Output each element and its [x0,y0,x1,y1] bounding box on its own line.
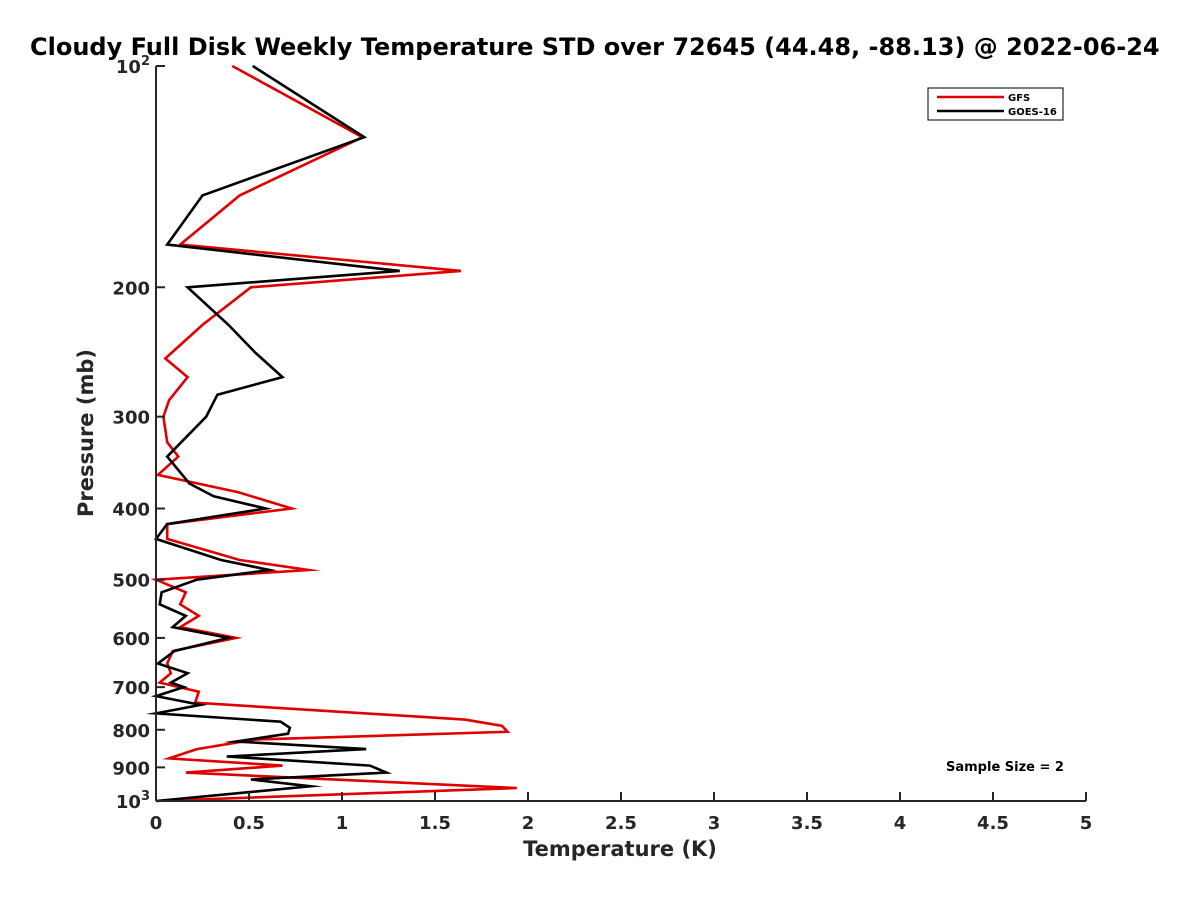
y-tick-label: 800 [112,721,150,742]
y-tick-label: 300 [112,408,150,429]
x-tick-label: 2 [522,813,535,834]
x-tick-label: 3 [708,813,721,834]
y-tick-label: 900 [112,758,150,779]
x-tick-label: 2.5 [605,813,637,834]
y-tick-label: 500 [112,571,150,592]
y-tick-label: 600 [112,629,150,650]
series-line-goes-16 [145,64,400,803]
x-tick-label: 4.5 [977,813,1009,834]
chart-title: Cloudy Full Disk Weekly Temperature STD … [30,33,1160,61]
y-tick-label: 400 [112,500,150,521]
x-axis-label: Temperature (K) [523,837,717,861]
legend-label-goes16: GOES-16 [1008,107,1057,118]
x-tick-label: 4 [894,813,907,834]
plot-area: 0 0.5 1 1.5 2 2.5 3 3.5 4 4.5 5 102 200 300 400 500 600 7… [112,54,1092,834]
sample-size-annotation: Sample Size = 2 [946,760,1064,775]
y-tick-label: 700 [112,678,150,699]
y-tick-label: 200 [112,278,150,299]
x-tick-label: 0 [150,813,163,834]
series-line-gfs [150,64,517,803]
x-tick-label: 1.5 [419,813,451,834]
x-tick-label: 0.5 [233,813,265,834]
legend-label-gfs: GFS [1008,93,1030,104]
legend: GFS GOES-16 [927,87,1064,121]
x-tick-label: 5 [1080,813,1093,834]
y-tick-label: 102 [116,54,150,78]
x-tick-label: 1 [336,813,349,834]
x-tick-label: 3.5 [791,813,823,834]
y-axis-label: Pressure (mb) [74,349,98,517]
legend-box [927,87,1064,121]
y-tick-label: 103 [116,789,150,813]
